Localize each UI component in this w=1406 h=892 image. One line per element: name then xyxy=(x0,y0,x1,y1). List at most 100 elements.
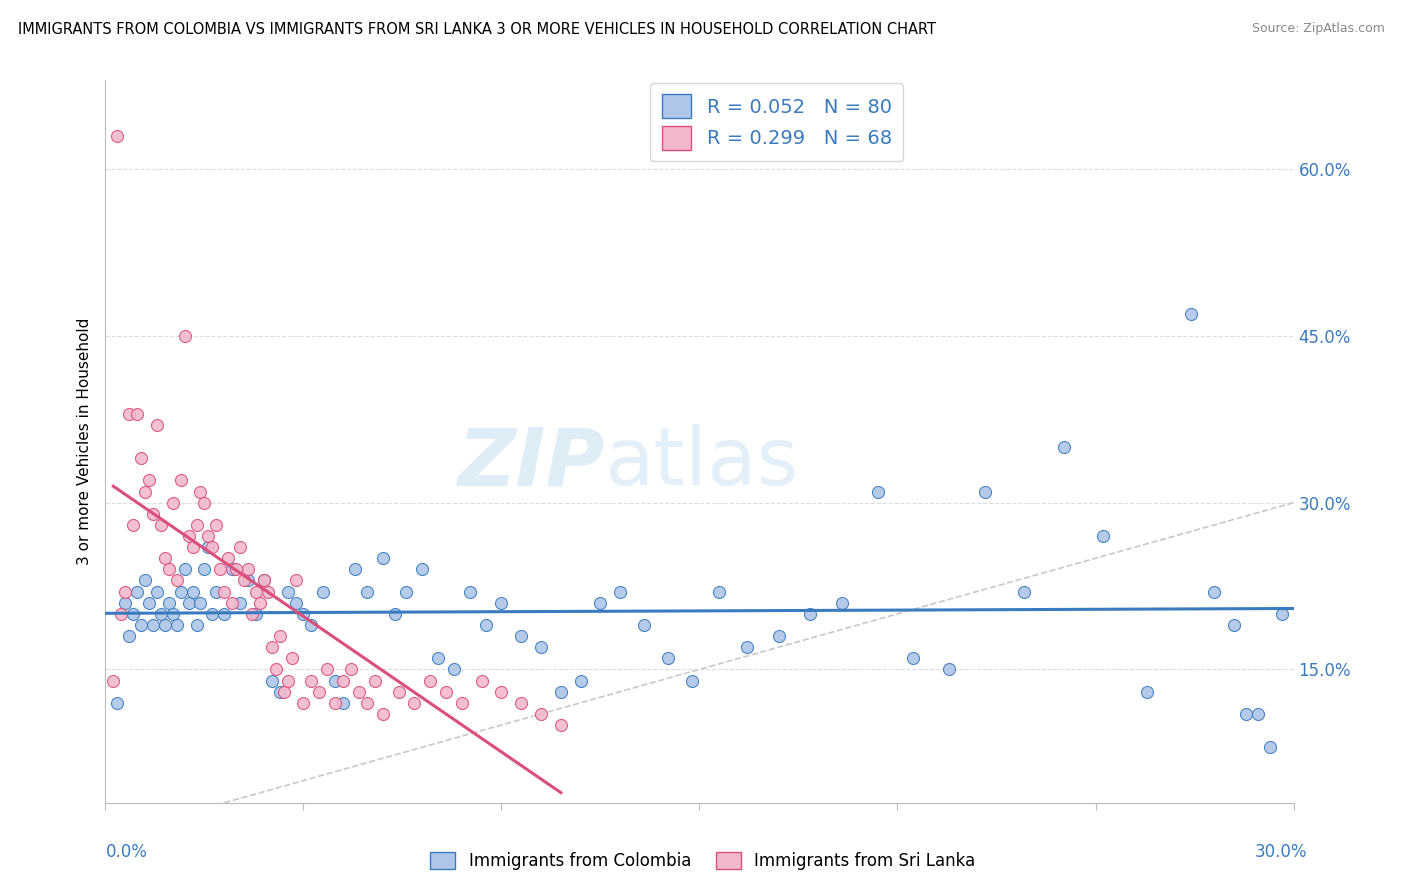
Point xyxy=(284,574,307,588)
Point xyxy=(138,596,160,610)
Point xyxy=(153,551,176,566)
Point xyxy=(217,551,239,566)
Text: Source: ZipAtlas.com: Source: ZipAtlas.com xyxy=(1251,22,1385,36)
Point xyxy=(201,607,224,621)
Point xyxy=(384,607,406,621)
Point xyxy=(799,607,821,621)
Point xyxy=(347,684,370,698)
Point xyxy=(530,640,553,655)
Point xyxy=(173,329,195,343)
Point xyxy=(201,540,224,554)
Point xyxy=(1204,584,1226,599)
Point xyxy=(225,562,247,576)
Point xyxy=(134,484,156,499)
Point xyxy=(236,574,259,588)
Point xyxy=(510,629,533,643)
Point xyxy=(162,496,184,510)
Point xyxy=(332,696,354,710)
Point xyxy=(1136,684,1159,698)
Point xyxy=(735,640,758,655)
Text: IMMIGRANTS FROM COLOMBIA VS IMMIGRANTS FROM SRI LANKA 3 OR MORE VEHICLES IN HOUS: IMMIGRANTS FROM COLOMBIA VS IMMIGRANTS F… xyxy=(18,22,936,37)
Point xyxy=(122,517,145,532)
Point xyxy=(190,596,212,610)
Point xyxy=(316,662,339,676)
Point xyxy=(471,673,494,688)
Point xyxy=(323,673,346,688)
Point xyxy=(308,684,330,698)
Point xyxy=(277,584,299,599)
Point xyxy=(245,584,267,599)
Point xyxy=(395,584,418,599)
Point xyxy=(253,574,276,588)
Point xyxy=(589,596,612,610)
Point xyxy=(1012,584,1035,599)
Point xyxy=(110,607,132,621)
Point xyxy=(1247,706,1270,721)
Point xyxy=(245,607,267,621)
Point xyxy=(105,128,128,143)
Point xyxy=(170,474,193,488)
Point xyxy=(221,596,243,610)
Point xyxy=(332,673,354,688)
Point xyxy=(1053,440,1076,454)
Point xyxy=(118,407,141,421)
Point xyxy=(434,684,457,698)
Point xyxy=(609,584,631,599)
Point xyxy=(146,584,169,599)
Point xyxy=(458,584,481,599)
Point xyxy=(1271,607,1294,621)
Point xyxy=(186,517,208,532)
Point xyxy=(657,651,679,665)
Point xyxy=(149,517,172,532)
Point xyxy=(273,684,295,698)
Point xyxy=(170,584,193,599)
Point xyxy=(371,706,394,721)
Point xyxy=(510,696,533,710)
Point xyxy=(256,584,278,599)
Point xyxy=(768,629,790,643)
Point xyxy=(260,673,283,688)
Point xyxy=(186,618,208,632)
Point xyxy=(134,574,156,588)
Legend: Immigrants from Colombia, Immigrants from Sri Lanka: Immigrants from Colombia, Immigrants fro… xyxy=(423,845,983,877)
Point xyxy=(205,517,228,532)
Point xyxy=(450,696,472,710)
Point xyxy=(205,584,228,599)
Point xyxy=(129,618,152,632)
Point xyxy=(1092,529,1115,543)
Point xyxy=(157,596,180,610)
Point xyxy=(938,662,960,676)
Point xyxy=(474,618,496,632)
Point xyxy=(269,629,291,643)
Point xyxy=(356,696,378,710)
Point xyxy=(142,507,165,521)
Point xyxy=(284,596,307,610)
Point xyxy=(312,584,335,599)
Point xyxy=(162,607,184,621)
Point xyxy=(118,629,141,643)
Point xyxy=(114,596,136,610)
Point xyxy=(138,474,160,488)
Point xyxy=(153,618,176,632)
Point xyxy=(197,529,219,543)
Point xyxy=(221,562,243,576)
Point xyxy=(114,584,136,599)
Point xyxy=(1234,706,1257,721)
Point xyxy=(903,651,925,665)
Point xyxy=(340,662,363,676)
Point xyxy=(343,562,366,576)
Point xyxy=(709,584,731,599)
Point xyxy=(129,451,152,466)
Point xyxy=(292,696,315,710)
Point xyxy=(269,684,291,698)
Point xyxy=(157,562,180,576)
Point xyxy=(193,562,215,576)
Point xyxy=(1223,618,1246,632)
Point xyxy=(214,607,236,621)
Point xyxy=(166,574,188,588)
Point xyxy=(491,684,513,698)
Point xyxy=(177,529,200,543)
Point xyxy=(229,540,252,554)
Point xyxy=(214,584,236,599)
Point xyxy=(1180,307,1202,321)
